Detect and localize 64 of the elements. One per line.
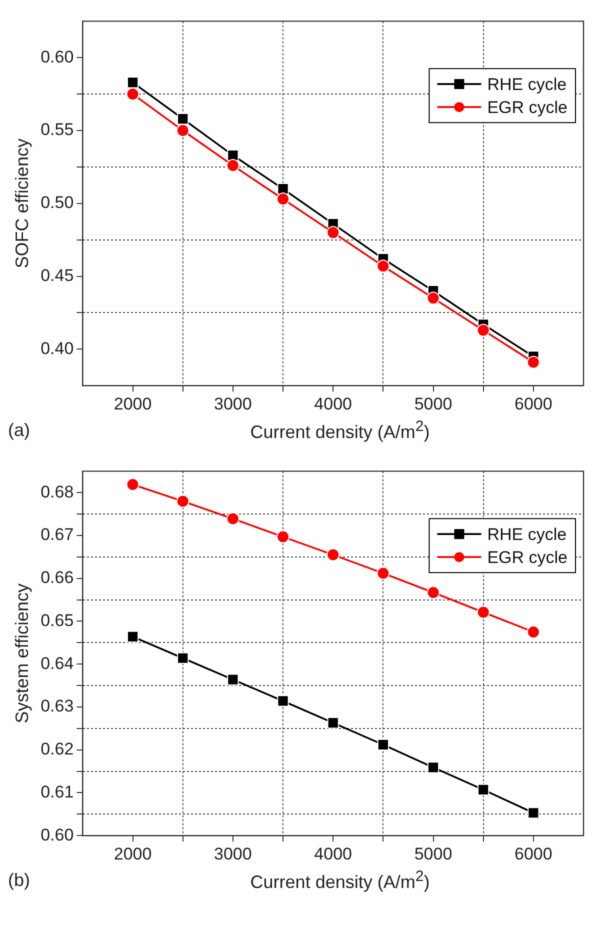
x-axis-title: Current density (A/m$^{2}$) — [249, 868, 431, 893]
point — [376, 566, 390, 580]
x-tick-label: 3000 — [214, 844, 252, 864]
point — [126, 88, 140, 101]
y-tick-label: 0.61 — [40, 782, 74, 802]
point — [327, 717, 339, 729]
point — [377, 738, 389, 751]
x-tick-label: 3000 — [214, 394, 252, 414]
x-tick-label: 5000 — [414, 844, 452, 864]
y-tick-label: 0.62 — [40, 740, 74, 759]
y-tick-label: 0.50 — [40, 193, 74, 212]
point — [277, 695, 289, 707]
point — [427, 762, 440, 774]
point — [227, 674, 239, 686]
point — [126, 478, 140, 491]
point — [176, 124, 190, 138]
point — [126, 630, 139, 642]
legend-label: RHE cycle — [487, 74, 567, 94]
y-tick-label: 0.66 — [40, 568, 74, 588]
y-tick-label: 0.64 — [40, 654, 74, 673]
x-tick-label: 2000 — [114, 394, 152, 414]
point — [376, 260, 390, 273]
point — [326, 548, 340, 562]
x-tick-label: 4000 — [314, 844, 352, 864]
y-tick-label: 0.55 — [40, 120, 74, 140]
x-axis-title: Current density (A/m$^{2}$) — [249, 418, 431, 443]
point — [476, 606, 490, 619]
x-tick-label: 6000 — [514, 844, 552, 864]
point — [226, 159, 240, 172]
y-tick-label: 0.63 — [40, 696, 74, 716]
point — [126, 76, 139, 88]
legend-label: EGR cycle — [487, 548, 568, 567]
point — [277, 183, 289, 195]
point — [426, 586, 440, 600]
point — [226, 512, 240, 526]
point — [177, 652, 189, 664]
point — [326, 226, 340, 240]
point — [426, 292, 440, 305]
y-tick-label: 0.67 — [40, 525, 74, 544]
y-tick-label: 0.68 — [40, 482, 74, 502]
x-tick-label: 6000 — [514, 394, 552, 414]
y-axis-title: System efficiency — [12, 584, 32, 724]
y-tick-label: 0.60 — [40, 47, 74, 66]
y-tick-label: 0.40 — [40, 338, 74, 358]
x-tick-label: 5000 — [414, 394, 452, 414]
point — [478, 784, 490, 796]
point — [176, 494, 190, 508]
point — [177, 113, 189, 125]
y-axis-title: SOFC efficiency — [12, 138, 32, 268]
x-tick-label: 4000 — [314, 394, 352, 414]
y-tick-label: 0.45 — [40, 266, 74, 285]
point — [476, 324, 490, 337]
point — [276, 192, 290, 206]
x-tick-label: 2000 — [114, 844, 152, 864]
point — [528, 807, 540, 819]
text: (a) — [8, 420, 30, 441]
legend-label: RHE cycle — [487, 524, 567, 544]
point — [526, 625, 540, 638]
point — [526, 356, 540, 369]
y-tick-label: 0.65 — [40, 610, 74, 630]
y-tick-label: 0.60 — [40, 825, 74, 844]
point — [276, 530, 290, 544]
text: (b) — [8, 870, 30, 891]
legend-label: EGR cycle — [487, 98, 568, 117]
